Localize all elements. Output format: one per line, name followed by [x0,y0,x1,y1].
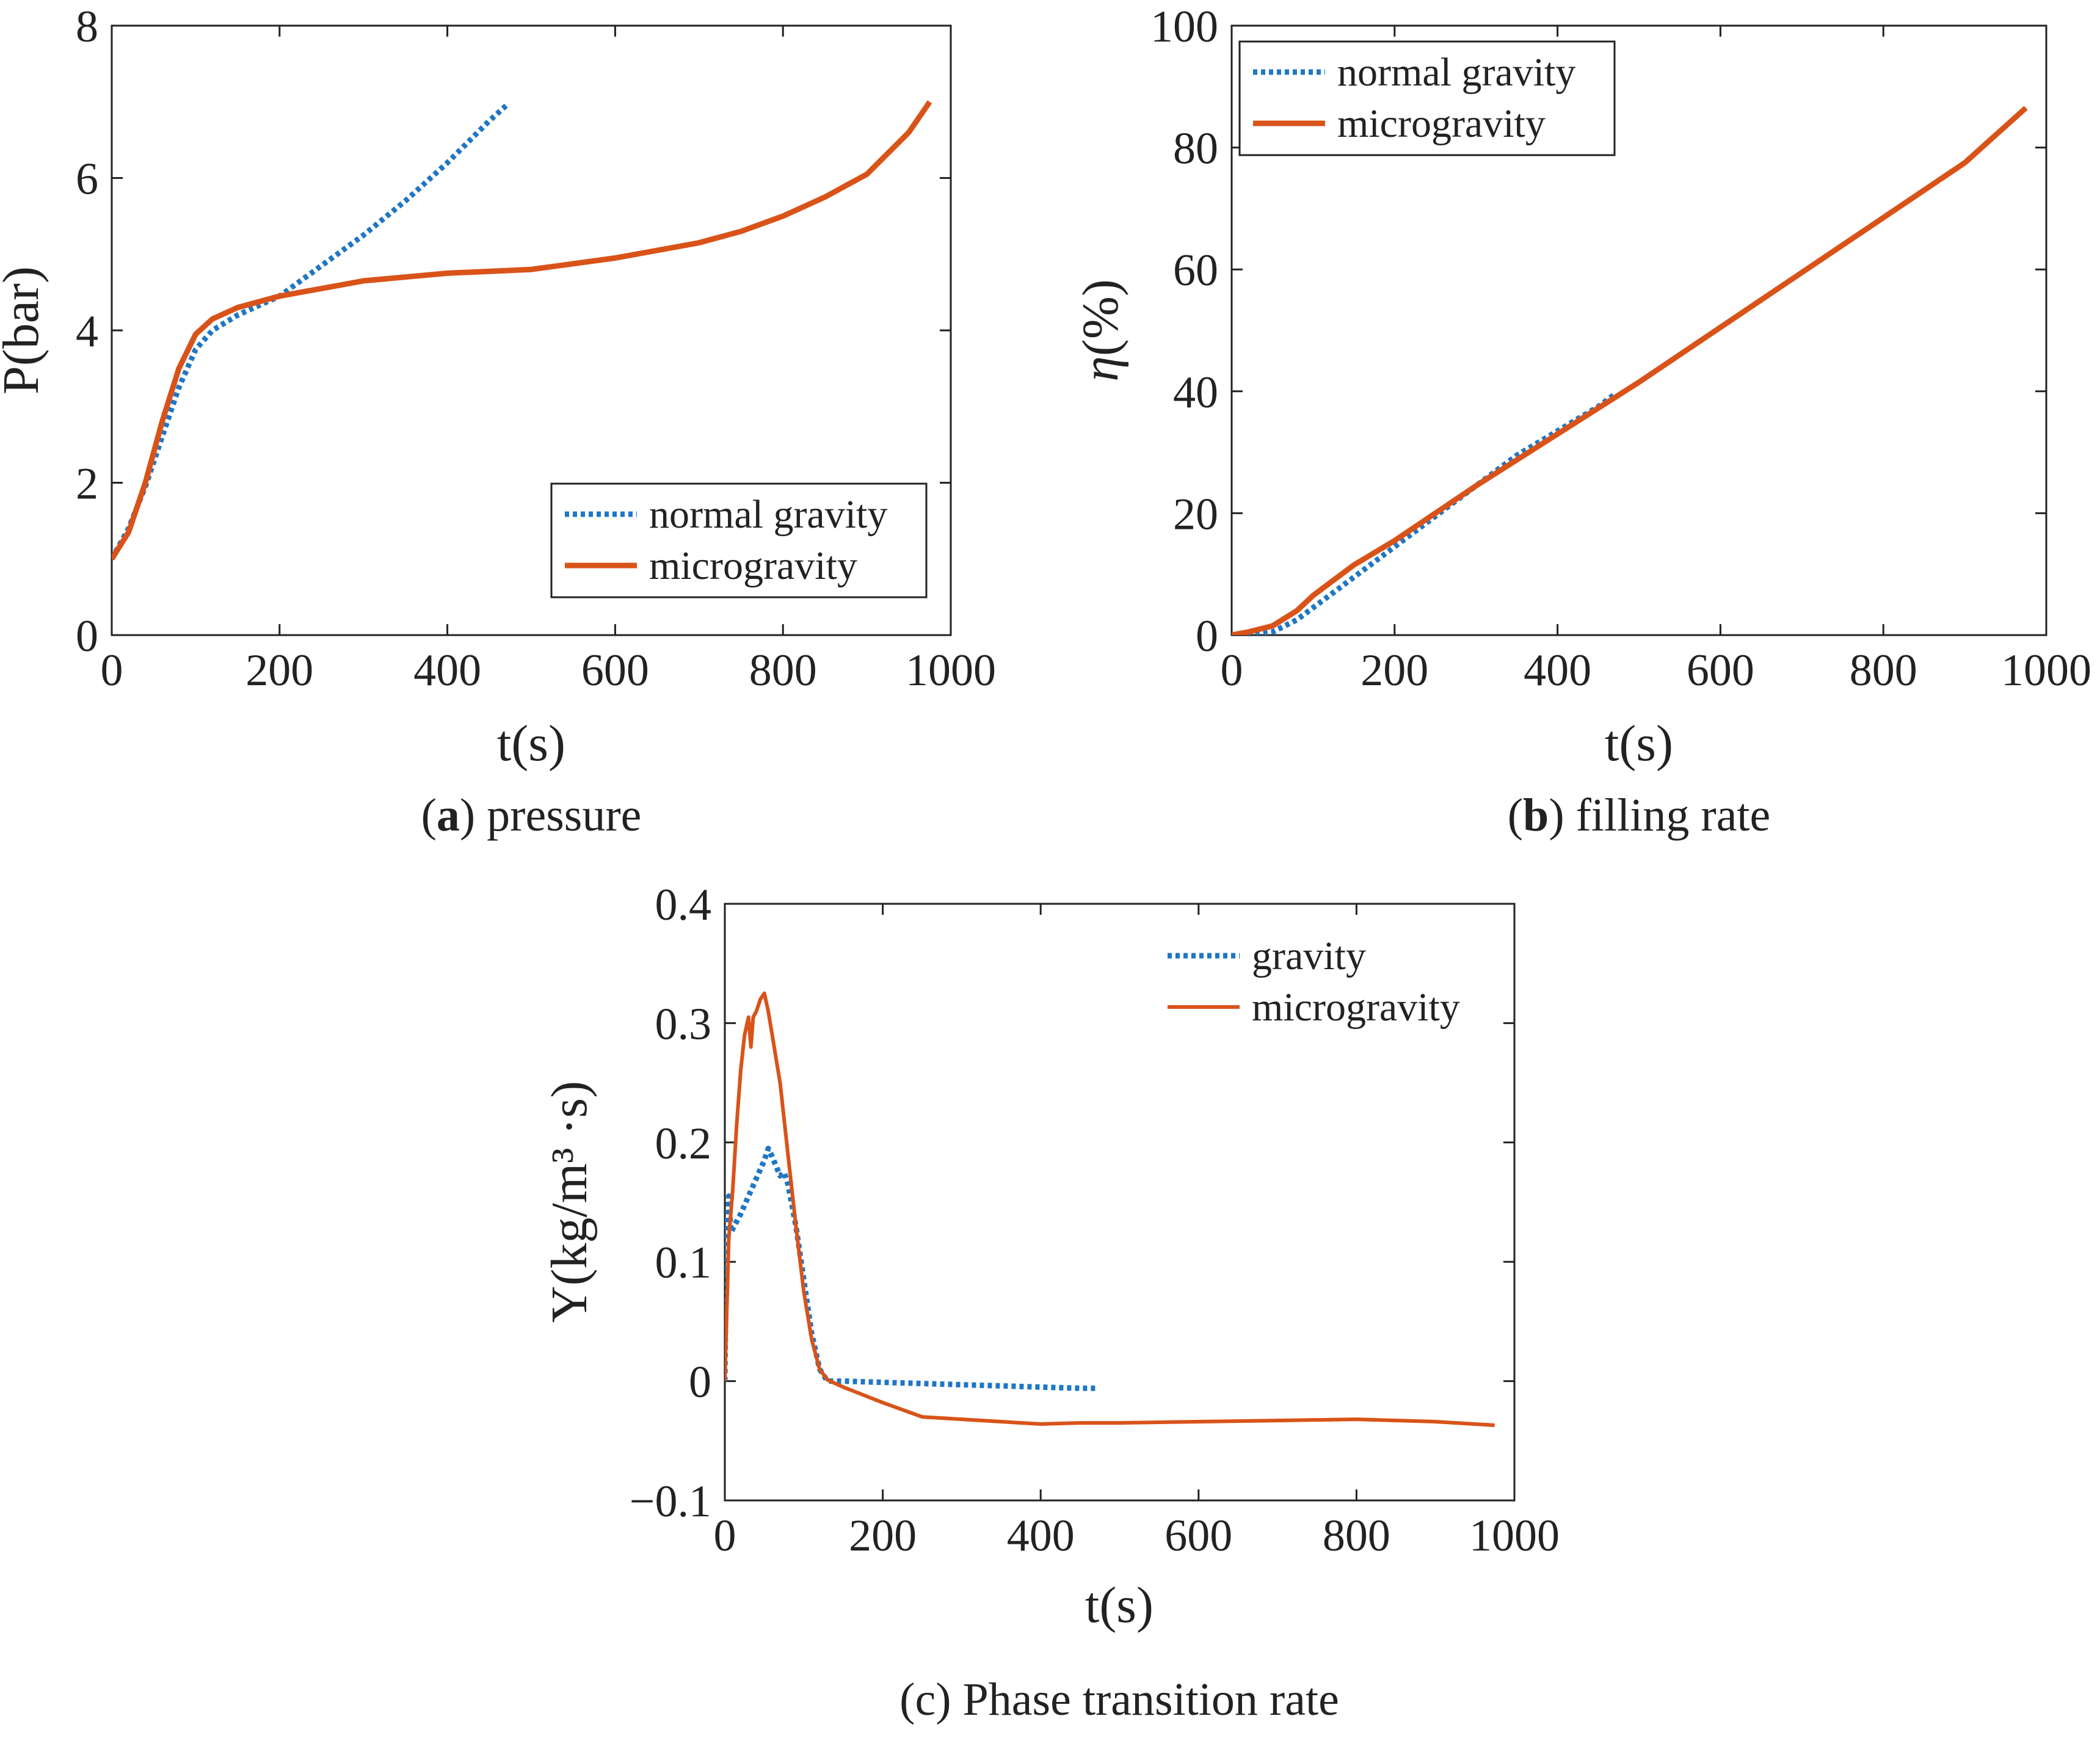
x-axis-label: t(s) [1605,715,1673,772]
x-tick-label: 600 [1687,645,1754,696]
y-tick-label: 0 [1196,611,1218,661]
x-tick-label: 800 [749,645,817,696]
y-tick-label: 40 [1173,368,1218,418]
legend: gravity microgravity [1168,934,1460,1030]
panel-caption: (c) Phase transition rate [899,1674,1339,1725]
series-line-microgravity [725,991,1495,1427]
y-tick-label: 0.4 [655,880,712,930]
x-tick-label: 200 [1361,645,1428,696]
x-tick-label: 800 [1850,645,1917,696]
x-axis-label: t(s) [497,715,565,772]
y-tick-label: 0 [689,1358,711,1408]
legend-label: microgravity [1252,985,1460,1030]
legend-label: microgravity [649,544,857,588]
legend-label: normal gravity [649,492,887,537]
x-tick-label: 400 [413,645,481,696]
y-axis-label: P(bar) [0,266,49,395]
chart-phase-transition-rate: 0 200 400 600 800 1000−0.100.10.20.30.4t(s)Y(… [541,880,1560,1725]
x-tick-label: 200 [849,1511,917,1561]
legend: normal gravity microgravity [1238,40,1616,156]
y-tick-label: 20 [1173,489,1218,539]
x-tick-label: 1000 [906,645,996,696]
series-line-microgravity [1232,106,2028,635]
panel-caption: (a) pressure [421,790,642,841]
legend-box [1238,40,1616,156]
legend-box [550,482,928,598]
plot-area [1230,24,2047,636]
legend-label: gravity [1252,934,1366,978]
x-axis-label: t(s) [1085,1577,1154,1634]
y-tick-label: 6 [76,155,98,205]
y-axis-label: η(%) [1072,279,1129,382]
y-tick-label: 4 [76,307,98,357]
x-tick-label: 600 [1164,1511,1232,1561]
y-tick-label: 2 [76,459,98,509]
y-tick-label: 0 [76,611,98,661]
series-line-normal-gravity [1232,392,1616,635]
y-axis-label: Y(kg/m³ ·s) [541,1081,598,1323]
x-tick-label: 0 [714,1511,736,1561]
y-tick-label: −0.1 [630,1477,711,1527]
plot-area [724,903,1516,1502]
y-tick-label: 0.1 [655,1238,712,1288]
x-tick-label: 800 [1323,1511,1390,1561]
series-line-microgravity [112,100,932,561]
x-tick-label: 0 [1221,645,1243,696]
x-tick-label: 0 [101,645,123,696]
x-tick-label: 200 [245,645,313,696]
chart-pressure: 0 200 400 600 800 1000 0 2 4 6 8 t(s) P(bar) normal g… [0,2,996,841]
series-line-gravity [725,1146,1096,1391]
y-tick-label: 8 [76,2,98,52]
x-tick-label: 1000 [2001,645,2091,696]
y-tick-label: 60 [1173,245,1218,296]
chart-filling-rate: 0 200 400 600 800 1000 0 20 40 60 80 100 t(s) η(%) nor… [1072,2,2091,841]
y-tick-label: 100 [1150,2,1218,52]
panel-caption: (b) filling rate [1508,790,1771,841]
legend: normal gravity microgravity [550,482,928,598]
series-line-normal-gravity [112,103,508,561]
legend-label: microgravity [1337,101,1546,146]
x-tick-label: 1000 [1469,1511,1560,1561]
y-tick-label: 80 [1173,124,1218,174]
y-tick-label: 0.3 [655,999,712,1049]
y-tick-label: 0.2 [655,1119,712,1169]
legend-label: normal gravity [1337,50,1575,95]
x-tick-label: 400 [1524,645,1591,696]
x-tick-label: 600 [581,645,649,696]
x-tick-label: 400 [1007,1511,1075,1561]
